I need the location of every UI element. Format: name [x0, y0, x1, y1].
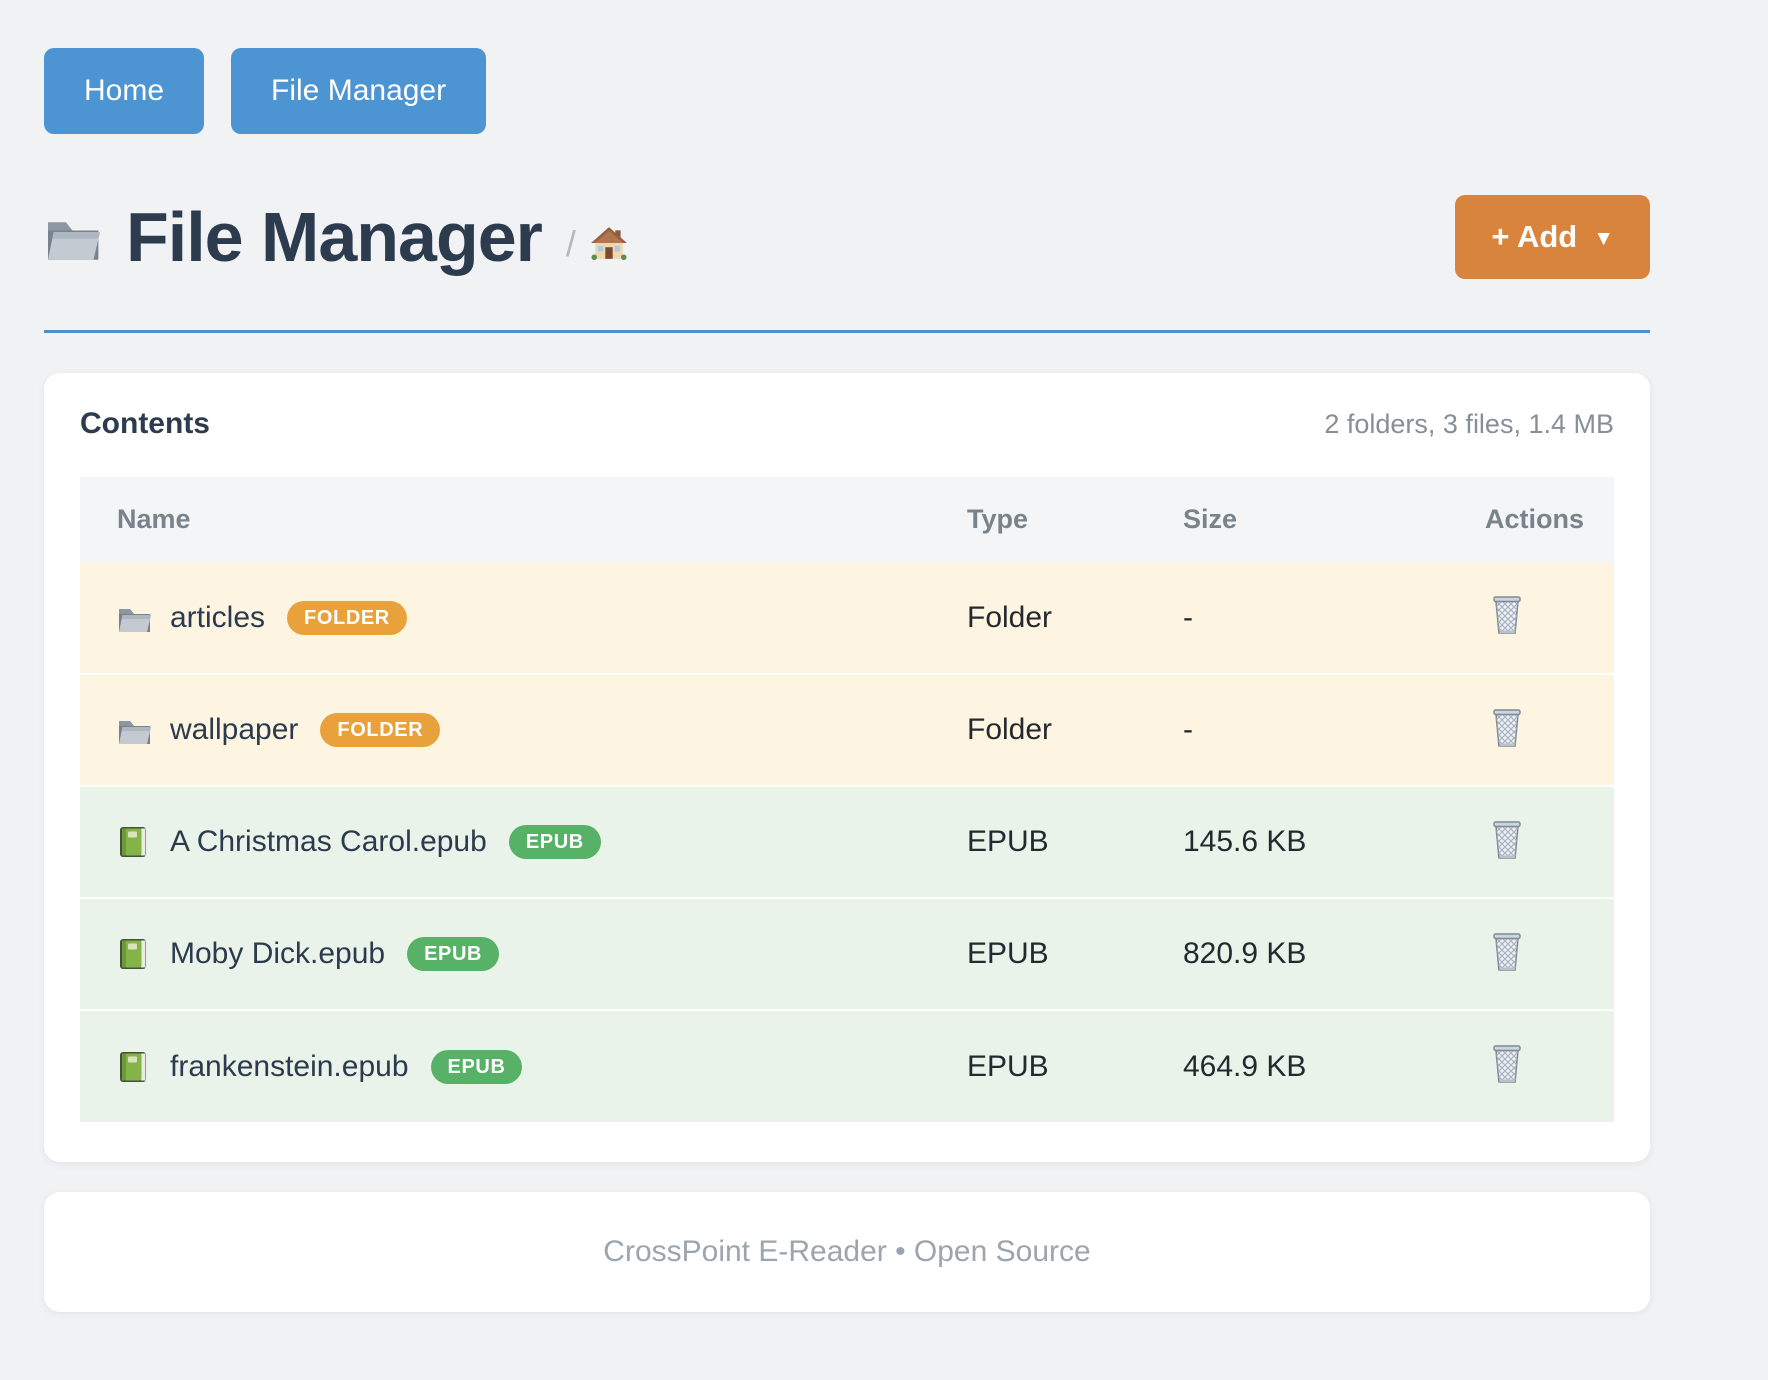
delete-button[interactable]	[1490, 708, 1524, 748]
wastebasket-icon	[1490, 932, 1524, 972]
file-type: Folder	[967, 600, 1053, 634]
file-name-link[interactable]: wallpaper	[170, 713, 299, 746]
file-name-cell: Moby Dick.epub EPUB	[80, 937, 950, 971]
type-badge: EPUB	[407, 937, 500, 971]
footer-text: CrossPoint E-Reader • Open Source	[603, 1235, 1091, 1268]
file-size: -	[1166, 673, 1400, 786]
column-header-type: Type	[950, 477, 1166, 562]
page-title: File Manager	[126, 198, 543, 276]
folder-icon	[44, 211, 104, 263]
page: Home File Manager File Manager / + Add ▼…	[44, 48, 1650, 1312]
delete-button[interactable]	[1490, 1044, 1524, 1084]
file-name-cell: frankenstein.epub EPUB	[80, 1049, 950, 1084]
folder-icon	[117, 714, 153, 746]
file-name-cell: A Christmas Carol.epub EPUB	[80, 825, 950, 859]
file-name-link[interactable]: frankenstein.epub	[170, 1049, 409, 1083]
contents-card: Contents 2 folders, 3 files, 1.4 MB Name…	[44, 373, 1650, 1162]
footer: CrossPoint E-Reader • Open Source	[44, 1192, 1650, 1312]
file-size: 820.9 KB	[1166, 897, 1400, 1010]
file-name-link[interactable]: A Christmas Carol.epub	[170, 825, 487, 858]
page-header: File Manager / + Add ▼	[44, 192, 1650, 282]
contents-heading: Contents	[80, 407, 210, 440]
contents-summary: 2 folders, 3 files, 1.4 MB	[1324, 409, 1614, 439]
table-row[interactable]: Moby Dick.epub EPUB EPUB 820.9 KB	[80, 897, 1614, 1010]
delete-button[interactable]	[1490, 932, 1524, 972]
green-book-icon	[117, 826, 153, 858]
top-nav: Home File Manager	[44, 48, 1650, 134]
add-button[interactable]: + Add ▼	[1455, 195, 1650, 279]
file-name-link[interactable]: Moby Dick.epub	[170, 937, 386, 970]
table-row[interactable]: A Christmas Carol.epub EPUB EPUB 145.6 K…	[80, 785, 1614, 898]
wastebasket-icon	[1490, 595, 1524, 635]
wastebasket-icon	[1490, 708, 1524, 748]
breadcrumb-separator: /	[565, 223, 576, 264]
column-header-actions: Actions	[1400, 477, 1614, 562]
table-row[interactable]: wallpaper FOLDER Folder -	[80, 673, 1614, 786]
wastebasket-icon	[1490, 820, 1524, 860]
file-type: Folder	[950, 673, 1166, 786]
file-table: Name Type Size Actions articles FOLDER F…	[80, 477, 1614, 1122]
type-badge: EPUB	[430, 1049, 523, 1084]
nav-home-button[interactable]: Home	[44, 48, 205, 134]
file-type: EPUB	[950, 897, 1166, 1010]
file-size: 464.9 KB	[1166, 1009, 1400, 1122]
column-header-name: Name	[80, 477, 950, 562]
delete-button[interactable]	[1490, 820, 1524, 860]
add-button-label: + Add	[1491, 219, 1578, 254]
file-name-link[interactable]: articles	[170, 600, 266, 634]
caret-down-icon: ▼	[1593, 227, 1614, 250]
type-badge: FOLDER	[287, 600, 407, 635]
wastebasket-icon	[1490, 1044, 1524, 1084]
file-size: 145.6 KB	[1166, 785, 1400, 898]
type-badge: FOLDER	[320, 713, 441, 747]
title-divider	[44, 330, 1650, 333]
file-name-cell: wallpaper FOLDER	[80, 713, 950, 747]
table-row[interactable]: articles FOLDER Folder -	[80, 562, 1614, 674]
file-size: -	[1183, 600, 1193, 634]
column-header-size: Size	[1166, 477, 1400, 562]
contents-card-header: Contents 2 folders, 3 files, 1.4 MB	[80, 407, 1614, 447]
file-name-cell: articles FOLDER	[80, 600, 950, 635]
type-badge: EPUB	[508, 825, 601, 859]
delete-button[interactable]	[1490, 595, 1524, 635]
file-type: EPUB	[950, 785, 1166, 898]
table-row[interactable]: frankenstein.epub EPUB EPUB 464.9 KB	[80, 1009, 1614, 1122]
folder-icon	[117, 602, 153, 634]
nav-file-manager-button[interactable]: File Manager	[231, 48, 487, 134]
title-wrap: File Manager /	[44, 202, 628, 272]
table-header-row: Name Type Size Actions	[80, 477, 1614, 562]
file-type: EPUB	[950, 1009, 1166, 1122]
green-book-icon	[117, 938, 153, 970]
green-book-icon	[117, 1051, 153, 1083]
house-icon[interactable]	[590, 225, 628, 261]
